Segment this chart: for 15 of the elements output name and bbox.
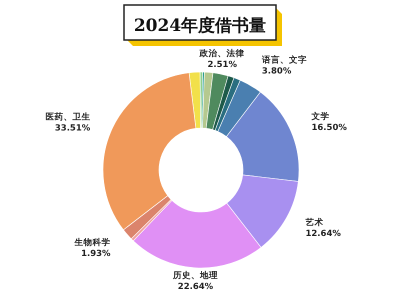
slice-label: 生物科学 [74, 236, 111, 248]
slice-label: 医药、卫生 [45, 112, 90, 123]
data-label: 2.51% [207, 60, 238, 70]
chart-title: 2024年度借书量 [134, 16, 266, 36]
data-label: 16.50% [311, 123, 348, 134]
data-label: 33.51% [54, 124, 91, 134]
slice-label: 语言、文字 [260, 54, 307, 66]
slice-label: 历史、地理 [172, 270, 218, 281]
slice-label: 文学 [310, 111, 330, 122]
slice-label: 政治、法律 [198, 48, 245, 60]
data-label: 1.93% [81, 248, 112, 259]
data-label: 12.64% [305, 229, 342, 240]
slice-label: 艺术 [304, 217, 324, 228]
data-label: 3.80% [262, 66, 292, 77]
data-label: 22.64% [178, 282, 214, 292]
